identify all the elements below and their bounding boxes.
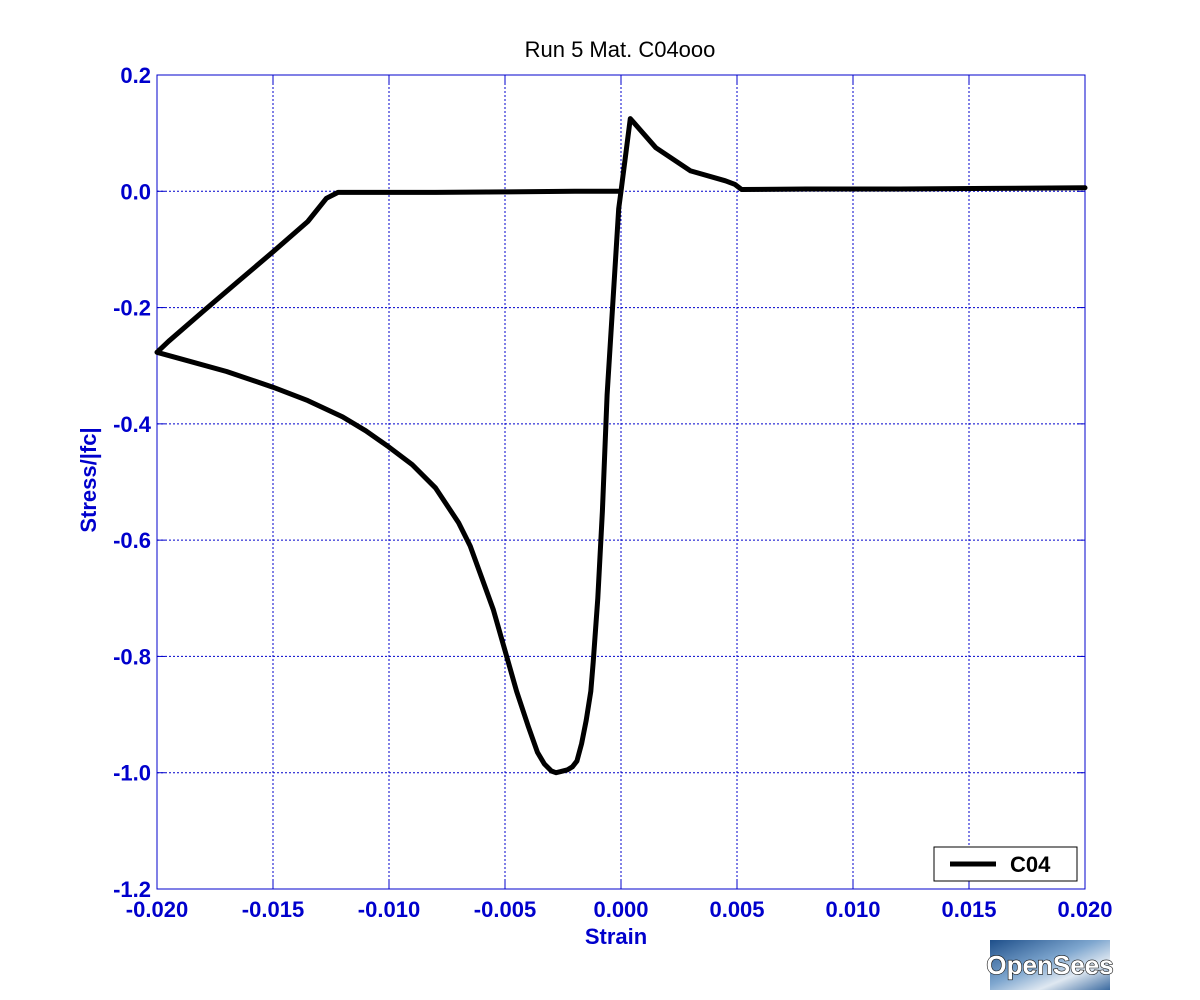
y-tick-label: -1.0 (113, 761, 151, 786)
y-tick-label: -0.2 (113, 296, 151, 321)
y-tick-label: -0.8 (113, 644, 151, 669)
logo-background (990, 940, 1110, 990)
y-tick-label: -0.4 (113, 412, 152, 437)
legend: C04 (933, 846, 1078, 882)
x-tick-label: -0.020 (126, 897, 188, 922)
x-tick-label: 0.020 (1057, 897, 1112, 922)
x-tick-label: 0.005 (709, 897, 764, 922)
y-tick-label: -0.6 (113, 528, 151, 553)
x-tick-label: 0.000 (593, 897, 648, 922)
x-tick-label: -0.010 (358, 897, 420, 922)
x-axis-label: Strain (585, 924, 647, 949)
x-tick-label: -0.005 (474, 897, 536, 922)
y-tick-label: 0.2 (120, 63, 151, 88)
series-group (154, 116, 1088, 776)
y-tick-label: -1.2 (113, 877, 151, 902)
x-tick-label: 0.015 (941, 897, 996, 922)
legend-label-c04: C04 (1010, 852, 1051, 877)
chart-title: Run 5 Mat. C04ooo (525, 37, 716, 62)
x-tick-label: 0.010 (825, 897, 880, 922)
y-tick-label: 0.0 (120, 179, 151, 204)
y-axis-label: Stress/|fc| (76, 427, 101, 532)
axis-ticks: -0.020 -0.015 -0.010 -0.005 0.000 0.005 0.010 0… (113, 63, 1112, 922)
x-tick-label: -0.015 (242, 897, 304, 922)
opensees-logo: OpenSees (986, 940, 1114, 990)
logo-text: OpenSees (986, 950, 1113, 980)
series-line-c04 (154, 116, 1088, 776)
